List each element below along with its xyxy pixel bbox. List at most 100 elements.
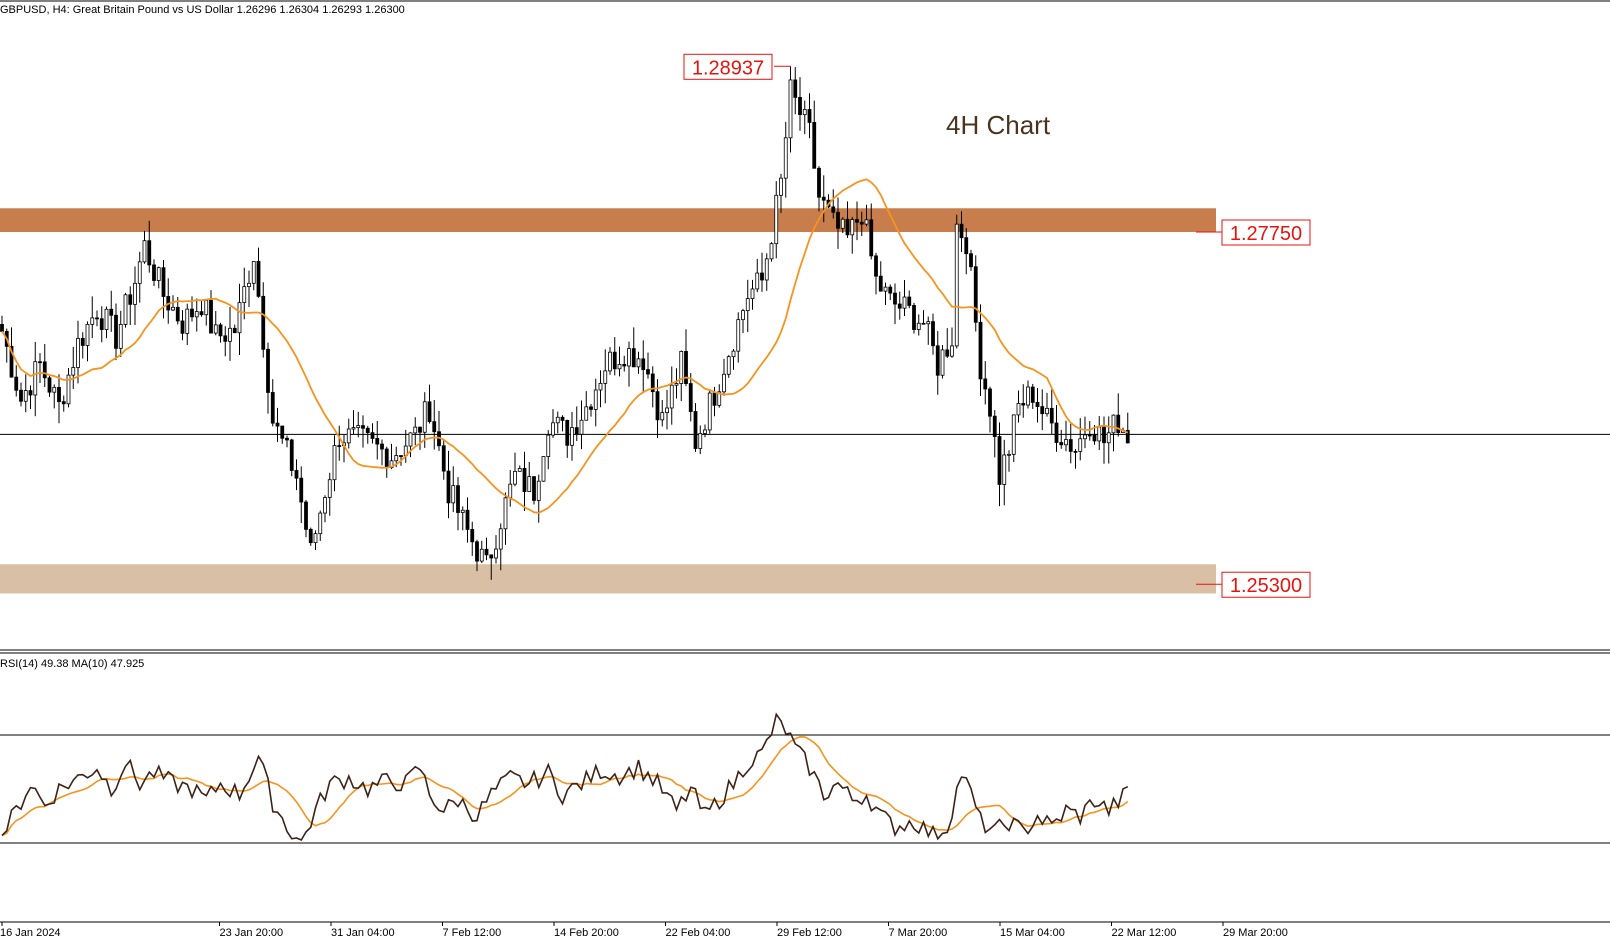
candle-body xyxy=(978,321,983,380)
time-axis: 16 Jan 2024 23 Jan 20:00 31 Jan 04:00 7 Feb… xyxy=(0,922,1288,939)
candle-body xyxy=(964,237,969,255)
candle-body xyxy=(285,437,289,441)
candle-body xyxy=(299,477,304,503)
candle-body xyxy=(19,389,23,402)
candle-body xyxy=(237,302,242,334)
candle-body xyxy=(190,308,194,318)
candle-body xyxy=(617,364,622,370)
candle-body xyxy=(394,455,399,462)
time-label: 15 Mar 04:00 xyxy=(1000,927,1065,939)
high-marker-box xyxy=(683,53,773,80)
candle-body xyxy=(95,317,99,320)
candle-body xyxy=(109,308,114,316)
candle-body xyxy=(484,548,489,556)
candle-body xyxy=(475,541,479,562)
candle-body xyxy=(204,299,209,316)
candle-body xyxy=(774,194,779,245)
support-zone-label: 1.25300 xyxy=(1230,575,1302,597)
candle-body xyxy=(760,272,764,281)
candlesticks xyxy=(0,67,1130,580)
candle-body xyxy=(731,350,736,358)
candle-body xyxy=(323,497,327,514)
candle-body xyxy=(156,267,161,281)
candle-body xyxy=(351,427,356,430)
candle-body xyxy=(441,445,446,472)
time-label: 7 Feb 12:00 xyxy=(443,927,502,939)
candle-body xyxy=(840,218,845,229)
symbol-header: GBPUSD, H4: Great Britain Pound vs US Do… xyxy=(0,4,405,16)
candle-body xyxy=(0,324,4,332)
time-label: 22 Mar 12:00 xyxy=(1112,927,1177,939)
candle-body xyxy=(114,314,118,349)
candle-body xyxy=(38,361,42,364)
candle-body xyxy=(133,282,137,305)
candle-body xyxy=(969,253,973,268)
candle-body xyxy=(783,137,788,179)
candle-body xyxy=(1045,407,1049,415)
candle-body xyxy=(926,321,931,325)
candle-body xyxy=(741,310,745,321)
candle-body xyxy=(456,485,460,513)
candle-body xyxy=(802,109,807,116)
time-label: 7 Mar 20:00 xyxy=(889,927,948,939)
candle-body xyxy=(565,419,570,446)
candle-body xyxy=(1026,386,1030,406)
candle-body xyxy=(470,529,475,543)
candle-body xyxy=(327,479,332,498)
candle-body xyxy=(460,509,465,513)
time-label: 22 Feb 04:00 xyxy=(666,927,731,939)
rsi-header: RSI(14) 49.38 MA(10) 47.925 xyxy=(0,658,144,670)
candle-body xyxy=(432,421,437,433)
candle-body xyxy=(479,548,484,562)
candle-body xyxy=(769,243,774,260)
candle-body xyxy=(209,299,213,334)
support-zone-label-box xyxy=(1221,571,1311,598)
candle-body xyxy=(104,308,109,330)
moving-average-line xyxy=(1,178,1129,514)
candle-body xyxy=(992,415,997,437)
candle-body xyxy=(180,320,185,334)
candle-body xyxy=(1125,429,1130,444)
candle-body xyxy=(1064,439,1068,446)
candle-body xyxy=(593,389,598,410)
candle-body xyxy=(736,319,741,352)
candle-body xyxy=(57,386,61,403)
candle-body xyxy=(517,468,522,472)
candle-body xyxy=(76,337,80,368)
candle-body xyxy=(175,306,180,322)
candle-body xyxy=(888,286,893,294)
candle-body xyxy=(242,286,247,303)
candle-body xyxy=(465,509,470,530)
candle-body xyxy=(878,275,883,292)
candle-body xyxy=(408,432,413,447)
resistance-zone-label-box xyxy=(1221,219,1311,246)
candle-body xyxy=(332,445,337,481)
time-label: 14 Feb 20:00 xyxy=(554,927,619,939)
candle-body xyxy=(123,294,128,325)
candle-body xyxy=(897,303,902,309)
candle-body xyxy=(532,476,536,501)
candle-body xyxy=(232,327,237,334)
candle-body xyxy=(574,427,579,435)
candle-body xyxy=(807,109,812,123)
candle-body xyxy=(907,296,912,306)
candle-body xyxy=(636,358,641,368)
candle-body xyxy=(764,258,769,281)
candle-body xyxy=(313,533,318,544)
candle-body xyxy=(845,218,850,236)
candle-body xyxy=(1102,426,1106,444)
candle-body xyxy=(973,266,978,323)
high-marker-label: 1.28937 xyxy=(692,57,764,79)
candle-body xyxy=(869,219,874,257)
candle-body xyxy=(218,324,223,337)
candle-body xyxy=(71,367,76,376)
candle-body xyxy=(228,327,232,342)
candle-body xyxy=(779,177,783,196)
candle-body xyxy=(608,351,612,372)
candle-body xyxy=(717,391,722,406)
candle-body xyxy=(745,298,750,312)
candle-body xyxy=(579,419,584,435)
candle-body xyxy=(722,373,726,393)
candle-body xyxy=(631,348,636,368)
